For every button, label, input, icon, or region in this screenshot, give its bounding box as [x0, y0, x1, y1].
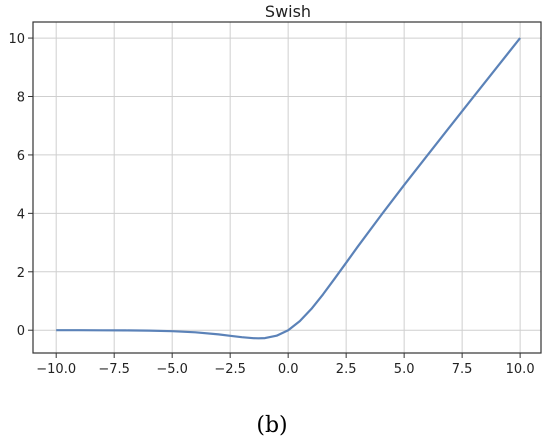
- figure-caption: (b): [256, 413, 287, 438]
- x-tick-label: −5.0: [156, 362, 188, 377]
- y-tick-label: 10: [8, 32, 25, 47]
- axis-ticks: −10.0 −7.5 −5.0 −2.5 0.0 2.5 5.0 7.5 10.0 0 2 4 6 8 10: [8, 32, 534, 377]
- y-tick-label: 2: [17, 266, 25, 281]
- y-tick-label: 4: [17, 207, 25, 222]
- chart-title: Swish: [265, 2, 311, 21]
- x-tick-label: 0.0: [278, 362, 299, 377]
- y-tick-label: 8: [17, 90, 25, 105]
- plot-frame: [32, 21, 542, 354]
- y-tick-label: 0: [17, 324, 25, 339]
- x-tick-label: 7.5: [452, 362, 473, 377]
- x-tick-label: −2.5: [214, 362, 246, 377]
- x-tick-label: 10.0: [506, 362, 535, 377]
- grid: [33, 22, 541, 353]
- x-tick-label: 2.5: [336, 362, 357, 377]
- x-tick-label: −10.0: [36, 362, 76, 377]
- series-layer: [56, 37, 521, 340]
- swish-series-line: [56, 37, 521, 340]
- x-tick-label: 5.0: [394, 362, 415, 377]
- x-tick-label: −7.5: [98, 362, 130, 377]
- y-tick-label: 6: [17, 149, 25, 164]
